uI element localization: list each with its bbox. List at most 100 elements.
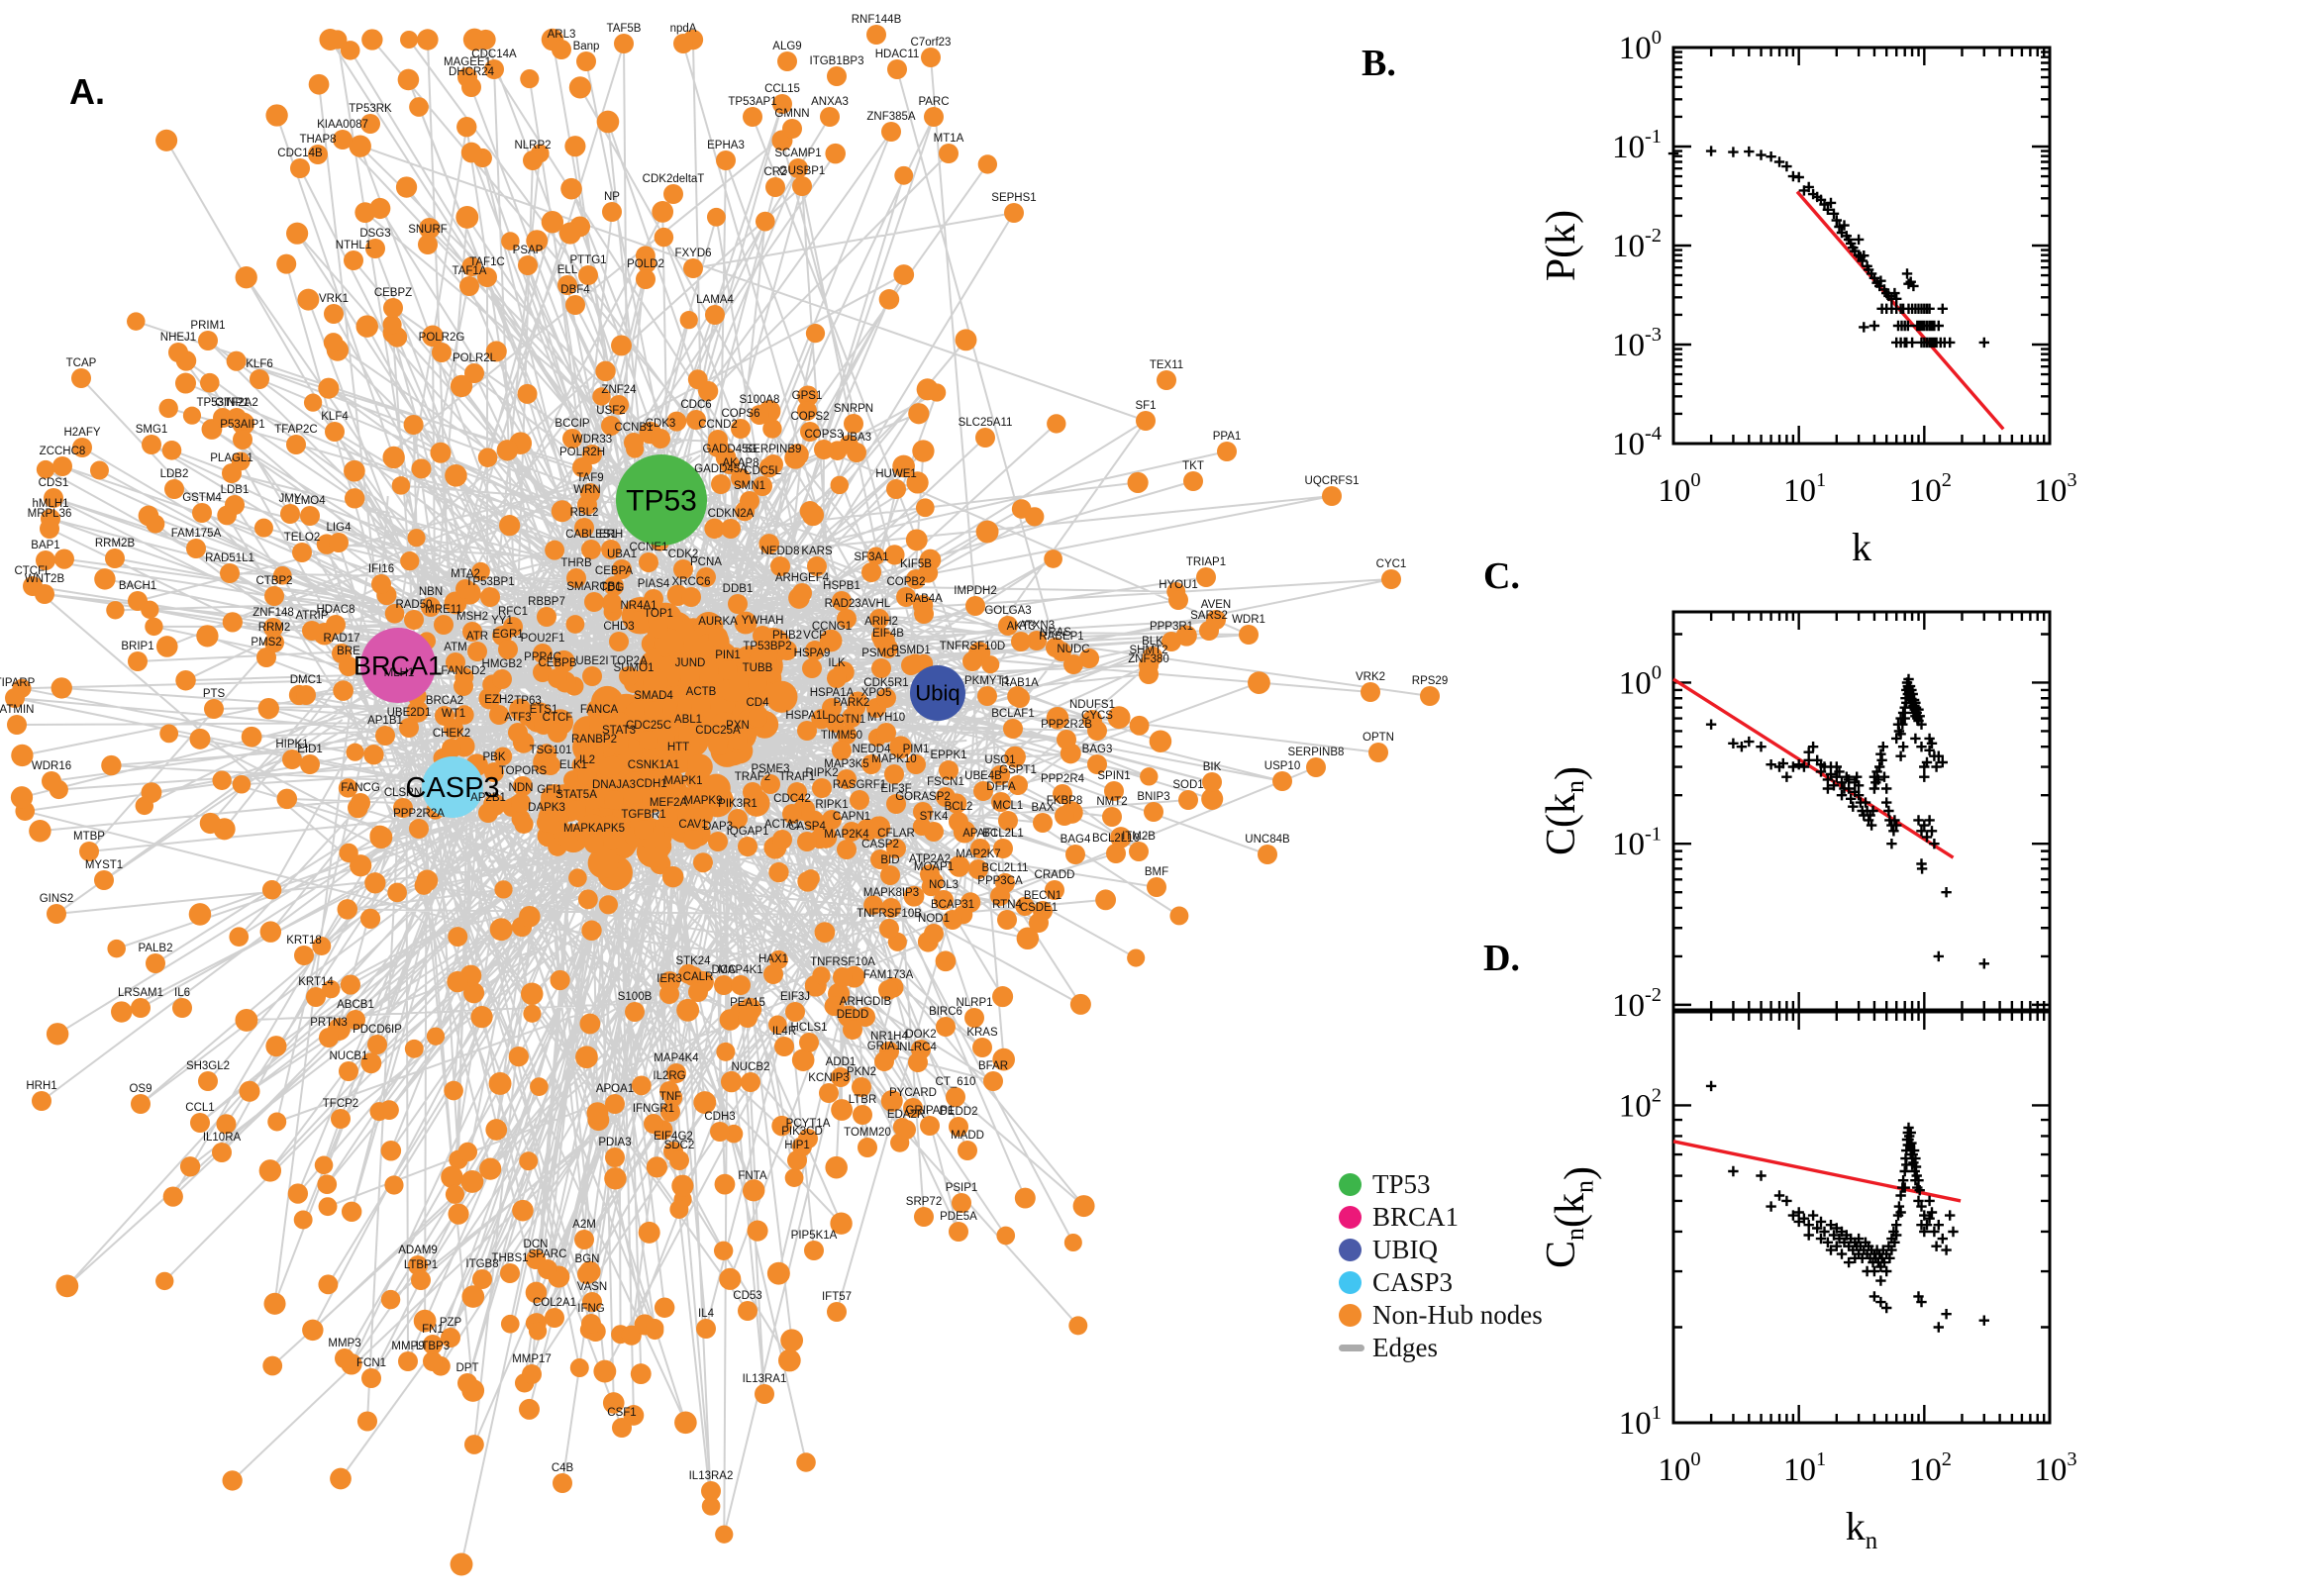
svg-text:HCLS1: HCLS1 [790, 1022, 827, 1034]
svg-text:ALG9: ALG9 [772, 41, 801, 52]
svg-text:NLRC4: NLRC4 [899, 1042, 937, 1053]
svg-text:GFI1: GFI1 [537, 784, 562, 796]
svg-text:UBE4B: UBE4B [964, 770, 1002, 782]
svg-text:CDK5R1: CDK5R1 [863, 677, 908, 689]
svg-text:CCL1: CCL1 [185, 1102, 214, 1114]
svg-text:EID1: EID1 [297, 744, 323, 755]
svg-text:PIP5K1A: PIP5K1A [791, 1230, 838, 1242]
svg-text:MYH10: MYH10 [867, 712, 905, 724]
legend-item-ubiq: UBIQ [1339, 1234, 1543, 1266]
svg-text:CDK2deltaT: CDK2deltaT [643, 173, 705, 185]
svg-text:BLK: BLK [1142, 636, 1163, 648]
svg-text:EIF3F: EIF3F [880, 783, 911, 795]
svg-text:CDH1: CDH1 [636, 778, 666, 790]
svg-text:MMP3: MMP3 [328, 1338, 360, 1349]
svg-text:RAD50: RAD50 [395, 599, 432, 611]
svg-text:NOD1: NOD1 [918, 913, 950, 925]
svg-text:PYCARD: PYCARD [889, 1087, 937, 1099]
svg-text:PEA15: PEA15 [730, 997, 765, 1009]
svg-text:GTF2A2: GTF2A2 [215, 397, 257, 409]
svg-text:RAD23A: RAD23A [825, 598, 869, 610]
svg-text:103: 103 [2034, 1448, 2076, 1488]
svg-text:TIPARP: TIPARP [0, 677, 36, 689]
svg-text:MTBP: MTBP [73, 831, 105, 843]
svg-text:BCL2L11: BCL2L11 [981, 862, 1028, 874]
svg-text:DEDD2: DEDD2 [940, 1106, 978, 1118]
svg-text:PPP3R1: PPP3R1 [1150, 621, 1193, 633]
svg-text:RABEP1: RABEP1 [1039, 631, 1083, 643]
svg-text:KIF5B: KIF5B [900, 558, 932, 570]
svg-text:PALB2: PALB2 [139, 943, 173, 954]
svg-text:PARC: PARC [918, 96, 949, 108]
hub-node-brca1 [360, 628, 436, 703]
svg-text:CCL15: CCL15 [764, 83, 800, 95]
svg-text:CDC42: CDC42 [773, 793, 811, 805]
svg-text:PLAGL1: PLAGL1 [210, 452, 252, 464]
panel-c-label: C. [1483, 555, 1520, 597]
svg-text:BAP1: BAP1 [31, 540, 59, 551]
svg-text:101: 101 [1619, 1402, 1662, 1442]
hub-nodes-layer [360, 454, 965, 818]
svg-text:STAT3: STAT3 [602, 725, 636, 737]
svg-text:NR4A1: NR4A1 [620, 600, 656, 612]
svg-text:PMS2: PMS2 [251, 637, 281, 648]
svg-text:SDC2: SDC2 [664, 1140, 695, 1151]
svg-text:RTN4: RTN4 [992, 899, 1022, 911]
svg-text:POLR2L: POLR2L [453, 352, 497, 364]
svg-text:TRAF1: TRAF1 [779, 771, 815, 783]
svg-text:GADD45G: GADD45G [703, 444, 758, 455]
svg-text:IER3: IER3 [656, 973, 682, 985]
svg-text:ZCCHC8: ZCCHC8 [40, 446, 86, 457]
svg-text:SF1: SF1 [1135, 400, 1156, 412]
svg-text:COPS6: COPS6 [722, 408, 760, 420]
svg-text:LTBP1: LTBP1 [404, 1259, 438, 1271]
svg-text:CD53: CD53 [733, 1290, 761, 1302]
svg-text:EPPK1: EPPK1 [930, 749, 966, 761]
svg-text:103: 103 [2034, 469, 2076, 509]
svg-text:DDB1: DDB1 [723, 583, 754, 595]
svg-text:PDIA3: PDIA3 [598, 1137, 631, 1148]
svg-text:NP: NP [604, 191, 620, 203]
svg-text:ELL: ELL [557, 264, 578, 276]
svg-text:IMPDH2: IMPDH2 [954, 585, 996, 597]
svg-text:100: 100 [1619, 662, 1662, 702]
svg-text:RBL2: RBL2 [570, 507, 599, 519]
svg-text:MYST1: MYST1 [85, 859, 123, 871]
ubiq-node-icon [1339, 1239, 1362, 1261]
svg-text:CSF1: CSF1 [607, 1407, 636, 1419]
svg-text:RFC1: RFC1 [498, 606, 528, 618]
svg-text:CRADD: CRADD [1035, 869, 1075, 881]
svg-text:TEX11: TEX11 [1150, 359, 1183, 371]
panel-d-label: D. [1483, 938, 1520, 979]
svg-text:NDUFS1: NDUFS1 [1069, 699, 1115, 711]
svg-text:TOMM20: TOMM20 [844, 1127, 891, 1139]
svg-text:BRCA1: BRCA1 [354, 650, 443, 680]
svg-text:NTHL1: NTHL1 [336, 240, 371, 251]
svg-text:SERPINB9: SERPINB9 [746, 444, 802, 455]
svg-text:TAF9: TAF9 [576, 472, 603, 484]
svg-text:102: 102 [1909, 1448, 1952, 1488]
svg-text:DHCR24: DHCR24 [449, 66, 495, 78]
svg-text:LRSAM1: LRSAM1 [118, 987, 163, 999]
svg-text:EIF4G2: EIF4G2 [654, 1131, 693, 1143]
svg-text:ZNF385A: ZNF385A [866, 111, 916, 123]
svg-text:CYC1: CYC1 [1376, 558, 1407, 570]
svg-text:RIPK1: RIPK1 [815, 799, 848, 811]
svg-text:BID: BID [880, 854, 899, 866]
svg-text:CALR: CALR [683, 971, 714, 983]
svg-text:IFI16: IFI16 [368, 563, 394, 575]
legend-label: UBIQ [1372, 1235, 1438, 1264]
svg-text:AP1B1: AP1B1 [367, 715, 403, 727]
svg-text:HRH1: HRH1 [26, 1080, 56, 1092]
svg-text:ANXA3: ANXA3 [811, 96, 849, 108]
svg-text:RAB1A: RAB1A [1001, 677, 1039, 689]
svg-text:MAGEE1: MAGEE1 [444, 56, 491, 68]
svg-text:P(k): P(k) [1539, 210, 1584, 281]
svg-text:CASP4: CASP4 [788, 821, 826, 833]
svg-text:JMY: JMY [279, 493, 302, 505]
nonhub-nodes-layer [5, 25, 1440, 1576]
svg-text:NUCB2: NUCB2 [732, 1061, 770, 1073]
svg-text:HMGB2: HMGB2 [482, 658, 523, 670]
